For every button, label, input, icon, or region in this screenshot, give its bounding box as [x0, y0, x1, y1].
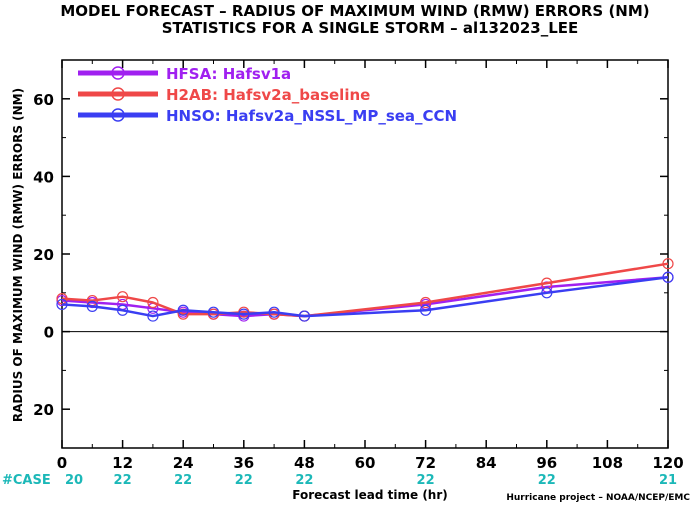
series-3-point [207, 306, 220, 318]
x-tick-label: 84 [476, 454, 497, 472]
legend-label-1: HFSA: Hafsv1a [166, 65, 291, 83]
series-3-point [298, 310, 310, 322]
case-count: 21 [659, 473, 677, 488]
chart-title: MODEL FORECAST – RADIUS OF MAXIMUM WIND … [60, 2, 649, 20]
y-tick-label: 20 [33, 401, 54, 419]
series-3-point [177, 304, 189, 316]
case-count: 22 [417, 473, 435, 488]
y-tick-label: 0 [44, 324, 54, 342]
series-3-point [116, 304, 129, 316]
case-count: 22 [114, 473, 132, 488]
series-3-point [662, 271, 674, 283]
credit-text: Hurricane project – NOAA/NCEP/EMC [506, 493, 690, 503]
y-tick-label: 60 [33, 91, 54, 109]
legend-label-3: HNSO: Hafsv2a_NSSL_MP_sea_CCN [166, 107, 457, 125]
x-tick-label: 96 [536, 454, 557, 472]
series-2-point [662, 258, 674, 270]
series-2-point [147, 296, 159, 309]
series-3-point [238, 308, 250, 320]
x-tick-label: 72 [415, 454, 436, 472]
x-tick-label: 108 [592, 454, 623, 472]
legend-marker-1 [111, 66, 125, 80]
legend-marker-2 [111, 87, 125, 101]
case-counts: 20 22 22 22 22 22 22 21 [65, 473, 677, 488]
case-count: 22 [295, 473, 313, 488]
series-3-point [86, 300, 98, 312]
case-count-label: #CASE [2, 473, 51, 488]
case-count: 22 [538, 473, 556, 488]
series-2-point [56, 293, 68, 305]
series-3-point [420, 304, 432, 316]
legend-marker-3 [111, 108, 125, 122]
series-layer [56, 258, 674, 322]
axes: 0 12 24 36 48 60 72 84 96 108 120 20 0 20 40 60 [33, 59, 684, 472]
series-2-point [116, 291, 129, 303]
series-2-point [420, 296, 432, 309]
x-tick-label: 0 [57, 454, 67, 472]
case-count: 20 [65, 473, 83, 488]
x-tick-label: 12 [112, 454, 133, 472]
x-tick-label: 60 [355, 454, 376, 472]
legend-label-2: H2AB: Hafsv2a_baseline [166, 86, 370, 104]
x-tick-label: 36 [233, 454, 254, 472]
x-tick-label: 48 [294, 454, 315, 472]
chart-subtitle: STATISTICS FOR A SINGLE STORM – al132023… [162, 19, 579, 37]
y-axis-label: RADIUS OF MAXIMUM WIND (RMW) ERRORS (NM) [11, 88, 25, 422]
case-count: 22 [174, 473, 192, 488]
y-tick-label: 40 [33, 168, 54, 186]
series-3-point [147, 310, 159, 322]
series-3-point [541, 287, 553, 299]
case-count: 22 [235, 473, 253, 488]
legend: HFSA: Hafsv1a H2AB: Hafsv2a_baseline HNSO:… [78, 65, 457, 125]
y-tick-label: 20 [33, 246, 54, 264]
series-3-point [56, 298, 68, 311]
x-tick-label: 120 [652, 454, 683, 472]
x-axis-label: Forecast lead time (hr) [292, 488, 448, 502]
x-tick-label: 24 [173, 454, 194, 472]
series-3-point [268, 306, 280, 318]
